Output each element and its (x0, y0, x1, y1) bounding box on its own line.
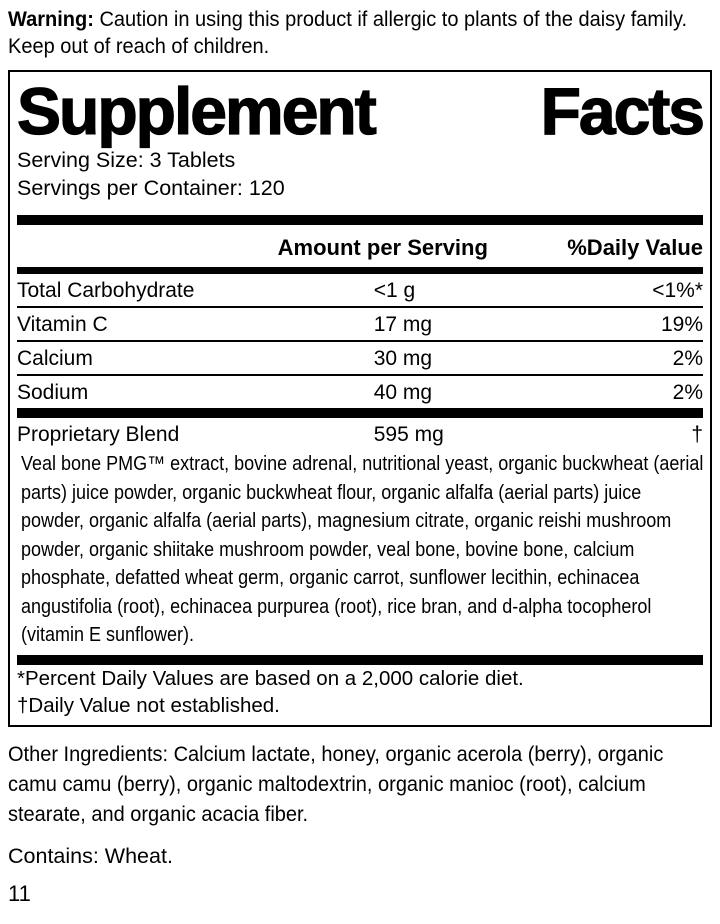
nutrient-row-total-carbohydrate: Total Carbohydrate <1 g <1%* (17, 274, 703, 306)
divider-thick-proprietary-top (17, 408, 703, 418)
nutrient-amount: <1 g (373, 279, 416, 302)
title-word-supplement: Supplement (16, 74, 377, 148)
title-word-facts: Facts (540, 74, 706, 148)
warning-label: Warning: (8, 7, 94, 31)
nutrient-amount: 30 mg (373, 347, 433, 370)
nutrient-name: Proprietary Blend (17, 423, 180, 446)
nutrient-name: Total Carbohydrate (17, 279, 195, 302)
servings-per-container: Servings per Container: 120 (17, 176, 285, 200)
nutrient-row-sodium: Sodium 40 mg 2% (17, 374, 703, 408)
nutrient-daily-value: 19% (660, 313, 703, 336)
dagger-symbol: † (691, 423, 703, 446)
footnote-daily-value-not-established: †Daily Value not established. (17, 693, 280, 717)
panel-title: Supplement Facts (16, 74, 706, 148)
nutrient-daily-value: <1%* (652, 279, 703, 302)
amount-per-serving-header: Amount per Serving (277, 235, 488, 260)
footnote-percent-daily-values: *Percent Daily Values are based on a 2,0… (17, 666, 524, 690)
nutrient-row-calcium: Calcium 30 mg 2% (17, 340, 703, 374)
nutrient-name: Calcium (17, 347, 93, 370)
contains-statement: Contains: Wheat. (8, 843, 173, 868)
divider-medium-header-bottom (17, 267, 703, 274)
supplement-label-page: Warning: Caution in using this product i… (8, 6, 712, 907)
nutrient-daily-value: 2% (672, 347, 703, 370)
nutrient-name: Vitamin C (17, 313, 108, 336)
other-ingredients: Other Ingredients: Calcium lactate, hone… (8, 741, 664, 826)
divider-thick-header-top (17, 215, 703, 225)
nutrient-row-proprietary-blend: Proprietary Blend 595 mg † (17, 418, 703, 450)
daily-value-header: %Daily Value (567, 235, 703, 260)
nutrient-daily-value: 2% (672, 381, 703, 404)
warning-text: Caution in using this product if allergi… (8, 7, 688, 58)
warning-paragraph: Warning: Caution in using this product i… (8, 6, 712, 60)
divider-thick-footnote-top (17, 654, 703, 665)
nutrient-row-vitamin-c: Vitamin C 17 mg 19% (17, 306, 703, 340)
nutrient-amount: 17 mg (373, 313, 433, 336)
page-number: 11 (8, 880, 31, 906)
nutrient-amount: 40 mg (373, 381, 433, 404)
nutrient-name: Sodium (17, 381, 89, 404)
supplement-facts-panel: Supplement Facts Serving Size: 3 Tablets… (8, 70, 712, 727)
column-header-row: Amount per Serving %Daily Value (17, 225, 703, 267)
serving-size: Serving Size: 3 Tablets (17, 148, 236, 172)
nutrient-amount: 595 mg (373, 423, 444, 446)
proprietary-blend-description: Veal bone PMG™ extract, bovine adrenal, … (21, 453, 704, 646)
